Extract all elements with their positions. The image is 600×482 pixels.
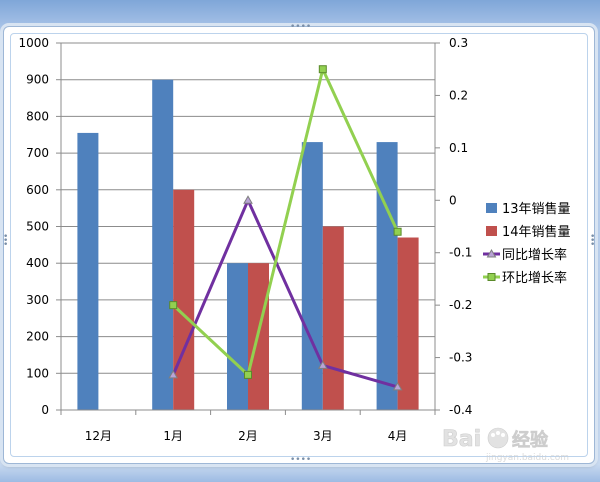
x-tick-label: 12月 bbox=[85, 429, 112, 443]
y-left-tick-label: 500 bbox=[26, 220, 49, 234]
y-left-tick-label: 100 bbox=[26, 366, 49, 380]
y-left-tick-label: 200 bbox=[26, 330, 49, 344]
legend-label: 同比增长率 bbox=[502, 247, 567, 263]
line-point bbox=[393, 227, 402, 236]
baidu-watermark: Bai 经验 jingyan.baidu.com bbox=[438, 420, 588, 464]
bar bbox=[227, 263, 248, 410]
line-point bbox=[392, 381, 403, 391]
y-right-tick-label: -0.4 bbox=[449, 403, 472, 417]
legend-label: 环比增长率 bbox=[502, 270, 567, 286]
x-tick-label: 3月 bbox=[313, 429, 333, 443]
line-point bbox=[318, 65, 327, 74]
line-point bbox=[168, 369, 179, 379]
y-right-tick-label: -0.1 bbox=[449, 246, 472, 260]
y-right-tick-label: -0.2 bbox=[449, 298, 472, 312]
resize-handle-right[interactable]: • • • bbox=[590, 232, 596, 250]
bar bbox=[397, 237, 419, 410]
resize-handle-bottom[interactable]: •••• bbox=[290, 455, 312, 465]
window-bottom-band bbox=[0, 464, 600, 482]
y-right-tick-label: -0.3 bbox=[449, 351, 472, 365]
line-point bbox=[317, 360, 328, 369]
y-right-tick-label: 0 bbox=[449, 193, 457, 207]
watermark-logo-text: Bai bbox=[442, 427, 481, 452]
x-tick-label: 1月 bbox=[163, 429, 183, 443]
y-left-tick-label: 900 bbox=[26, 73, 49, 87]
bar bbox=[77, 132, 99, 411]
bar bbox=[173, 189, 195, 410]
series-line bbox=[171, 198, 399, 389]
y-left-tick-label: 400 bbox=[26, 256, 49, 270]
watermark-jingyan: 经验 bbox=[512, 429, 549, 451]
x-tick-label: 2月 bbox=[238, 429, 258, 443]
plot-frame bbox=[10, 33, 588, 457]
y-left-tick-label: 300 bbox=[26, 293, 49, 307]
y-left-tick-label: 700 bbox=[26, 146, 49, 160]
series-line bbox=[172, 67, 399, 377]
chart-area[interactable]: •••• •••• • • • • • • bbox=[3, 22, 596, 465]
y-left-tick-label: 600 bbox=[26, 183, 49, 197]
line-point bbox=[169, 301, 178, 310]
legend-marker bbox=[486, 248, 497, 258]
y-right-tick-label: 0.3 bbox=[449, 36, 468, 50]
resize-handle-top[interactable]: •••• bbox=[290, 22, 312, 32]
bar bbox=[322, 226, 344, 410]
legend-label: 13年销售量 bbox=[502, 201, 571, 217]
y-left-tick-label: 800 bbox=[26, 109, 49, 123]
resize-handle-left[interactable]: • • • bbox=[3, 232, 9, 250]
bar bbox=[301, 142, 323, 410]
y-left-tick-label: 1000 bbox=[18, 36, 49, 50]
legend-swatch bbox=[486, 203, 497, 213]
bar bbox=[152, 79, 174, 410]
y-right-tick-label: 0.1 bbox=[449, 141, 468, 155]
y-right-tick-label: 0.2 bbox=[449, 88, 468, 102]
legend-swatch bbox=[486, 226, 497, 236]
line-point bbox=[244, 370, 252, 379]
legend-marker bbox=[487, 273, 496, 281]
bar bbox=[376, 142, 398, 410]
legend-label: 14年销售量 bbox=[502, 224, 571, 240]
line-point bbox=[243, 195, 253, 204]
watermark-url: jingyan.baidu.com bbox=[485, 453, 569, 463]
x-tick-label: 4月 bbox=[388, 429, 408, 443]
y-left-tick-label: 0 bbox=[41, 403, 49, 417]
